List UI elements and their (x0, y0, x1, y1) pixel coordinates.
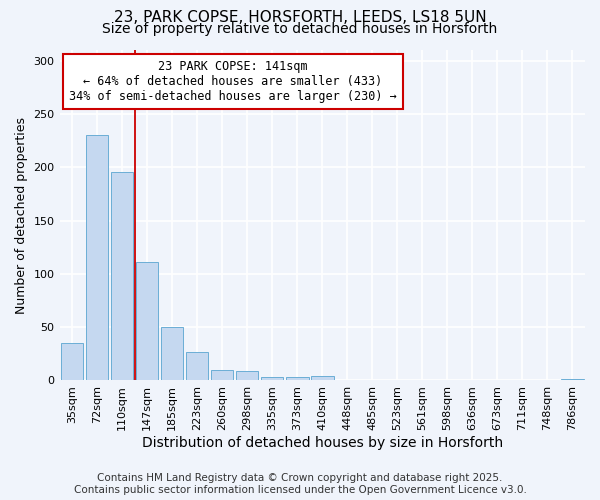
Text: 23 PARK COPSE: 141sqm
← 64% of detached houses are smaller (433)
34% of semi-det: 23 PARK COPSE: 141sqm ← 64% of detached … (69, 60, 397, 103)
Bar (161, 327, 184, 380)
Bar (261, 378, 283, 380)
Bar (211, 370, 233, 380)
X-axis label: Distribution of detached houses by size in Horsforth: Distribution of detached houses by size … (142, 436, 503, 450)
Text: Contains HM Land Registry data © Crown copyright and database right 2025.
Contai: Contains HM Land Registry data © Crown c… (74, 474, 526, 495)
Text: 23, PARK COPSE, HORSFORTH, LEEDS, LS18 5UN: 23, PARK COPSE, HORSFORTH, LEEDS, LS18 5… (113, 10, 487, 25)
Bar (86, 136, 109, 380)
Bar (111, 172, 133, 380)
Bar (136, 262, 158, 380)
Bar (286, 378, 308, 380)
Bar (61, 343, 83, 380)
Y-axis label: Number of detached properties: Number of detached properties (15, 116, 28, 314)
Bar (311, 376, 334, 380)
Bar (186, 352, 208, 380)
Text: Size of property relative to detached houses in Horsforth: Size of property relative to detached ho… (103, 22, 497, 36)
Bar (236, 371, 259, 380)
